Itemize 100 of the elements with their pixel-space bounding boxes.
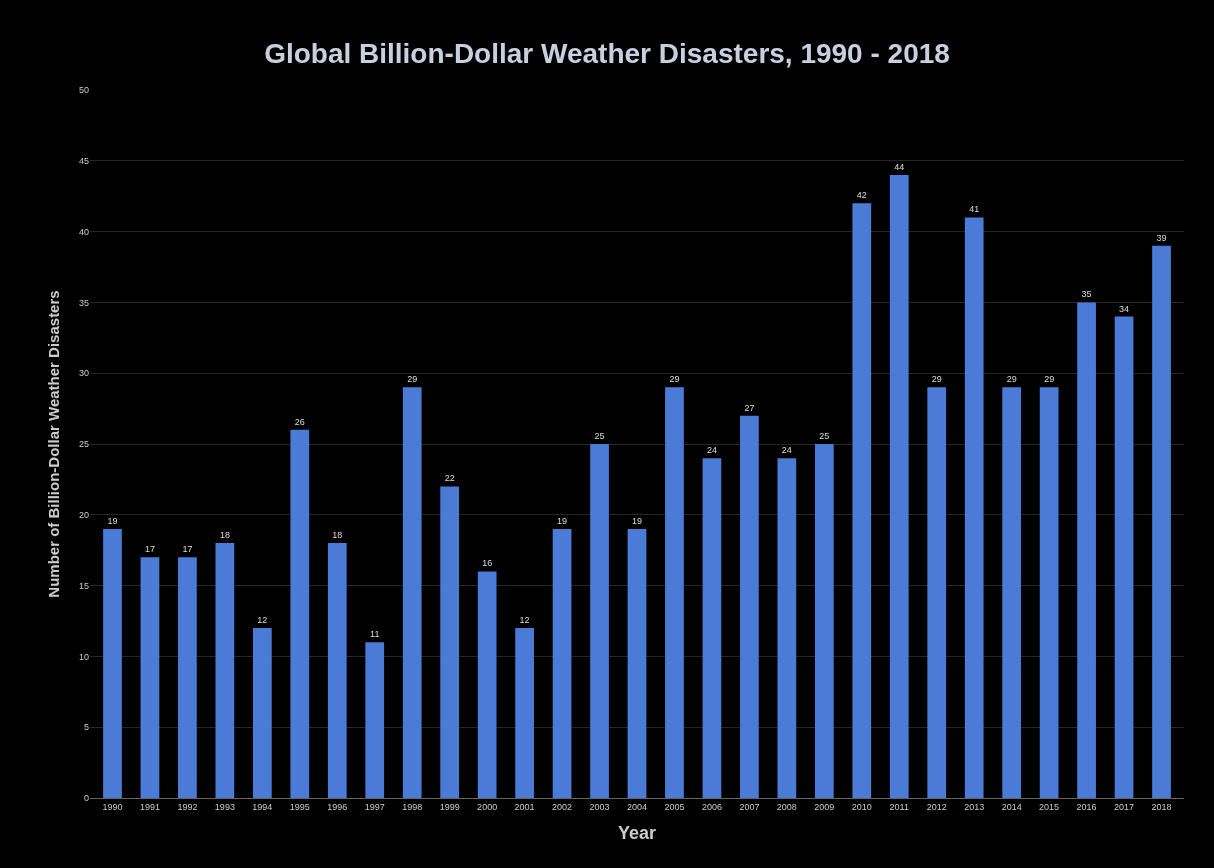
x-tick-label: 1996 [327,801,348,812]
bar [702,458,722,798]
bar [327,543,347,798]
data-label: 19 [107,515,118,526]
data-label: 12 [257,615,268,626]
y-tick-label: 50 [78,85,89,96]
data-label: 18 [219,530,230,541]
y-tick-label: 40 [78,226,89,237]
data-label: 18 [332,530,343,541]
x-tick-label: 1995 [289,801,310,812]
x-tick-label: 2002 [552,801,573,812]
y-tick-label: 5 [83,722,89,733]
data-label: 42 [856,190,867,201]
bar [1077,302,1096,798]
bar [1152,245,1171,798]
x-axis-title: Year [617,822,657,843]
x-tick-label: 2017 [1114,801,1135,812]
data-label: 29 [931,374,942,385]
bar [627,528,647,798]
bar [178,557,197,798]
x-tick-label: 2016 [1076,801,1097,812]
bar [665,387,684,798]
y-axis-title: Number of Billion-Dollar Weather Disasters [45,290,63,598]
bar [515,628,534,798]
bar [252,628,272,798]
data-label: 27 [744,402,755,413]
data-label: 29 [1006,374,1017,385]
data-label: 29 [407,374,418,385]
bar [590,444,609,798]
bar [365,642,385,798]
y-tick-label: 25 [78,439,89,450]
bar [140,557,160,798]
data-label: 41 [969,204,980,215]
y-tick-label: 0 [83,793,89,804]
bar [402,387,422,798]
x-tick-label: 1994 [252,801,273,812]
x-tick-label: 2011 [889,801,909,812]
bar [1039,387,1059,798]
x-tick-label: 2001 [514,801,535,812]
x-tick-label: 2005 [664,801,685,812]
data-label: 26 [294,416,305,427]
bar [852,203,872,798]
x-tick-label: 1991 [139,801,160,812]
data-label: 24 [781,445,792,456]
data-label: 17 [144,544,155,555]
x-tick-label: 2012 [926,801,947,812]
x-tick-label: 2010 [851,801,872,812]
y-tick-label: 20 [78,509,89,520]
bar [552,528,572,798]
x-tick-label: 2004 [626,801,648,812]
y-tick-label: 35 [78,297,89,308]
bar [103,528,122,798]
data-label: 17 [182,544,193,555]
data-label: 35 [1081,289,1092,300]
bar [740,415,759,798]
x-tick-label: 1992 [177,801,198,812]
x-tick-label: 2007 [739,801,760,812]
x-tick-label: 2013 [964,801,985,812]
bar [964,217,984,798]
data-label: 29 [669,374,680,385]
data-label: 25 [594,431,605,441]
x-tick-label: 2003 [589,801,610,812]
data-label: 12 [519,615,530,626]
x-tick-label: 2018 [1151,801,1172,812]
bar [889,174,909,798]
bar [927,387,947,798]
x-tick-label: 1993 [214,801,235,812]
x-tick-label: 2014 [1001,801,1022,812]
bar [290,429,310,798]
data-label: 16 [482,558,493,569]
data-label: 34 [1119,303,1130,314]
bar [814,444,834,798]
x-tick-label: 1997 [364,801,385,812]
x-tick-label: 1999 [439,801,460,812]
x-tick-label: 2008 [776,801,797,812]
y-tick-label: 45 [78,155,89,166]
bar [777,458,797,798]
x-tick-label: 2009 [814,801,835,812]
data-label: 39 [1156,232,1167,243]
x-tick-label: 1998 [402,801,423,812]
data-label: 19 [631,515,643,526]
data-label: 44 [894,161,905,172]
data-label: 22 [444,473,455,484]
data-label: 29 [1044,374,1055,385]
x-tick-label: 2006 [701,801,722,812]
x-tick-label: 2000 [477,801,498,812]
bar [440,486,460,798]
bar [477,571,497,798]
chart-title: Global Billion-Dollar Weather Disasters, 1990 - 2018 [264,38,950,69]
x-tick-label: 1990 [102,801,123,812]
y-tick-label: 30 [78,368,89,379]
data-label: 24 [706,445,717,456]
data-label: 19 [557,515,568,526]
x-tick-label: 2015 [1039,801,1060,812]
y-tick-label: 10 [78,651,89,662]
y-tick-label: 15 [78,580,89,591]
bar [1002,387,1022,798]
bar [1114,316,1134,798]
data-label: 11 [370,629,380,640]
bar [215,543,235,798]
